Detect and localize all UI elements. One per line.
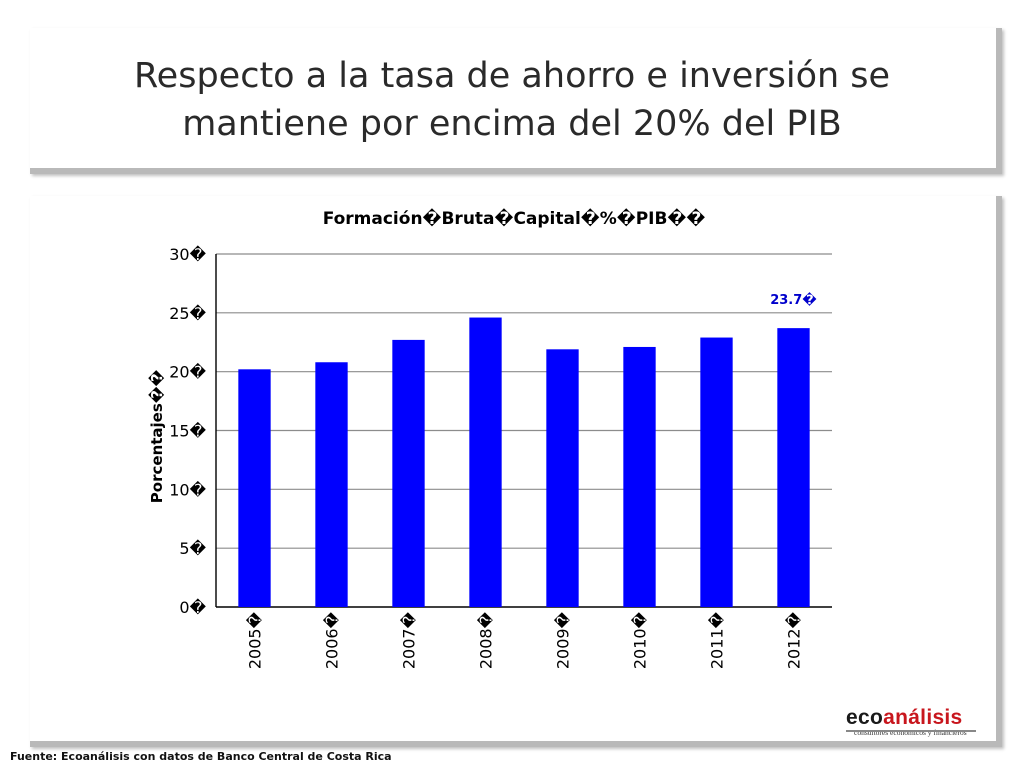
bar-chart: Formación�Bruta�Capital�%�PIB�� 0� 5� 10� 15… [147, 208, 832, 669]
bar-4 [469, 317, 502, 607]
y-tick-label: 25� [169, 304, 206, 323]
bar-6 [623, 346, 656, 607]
x-tick-label: 2009� [554, 611, 573, 669]
bar-5 [546, 349, 579, 607]
y-tick-label: 0� [179, 598, 206, 617]
logo-tagline: consultores económicos y financieros [854, 728, 967, 737]
x-tick-label: 2011� [708, 611, 727, 669]
y-axis-label: Porcentajes�� [147, 370, 166, 504]
logo-underline [846, 730, 976, 732]
source-note: Fuente: Ecoanálisis con datos de Banco C… [10, 750, 392, 763]
y-tick-label: 30� [169, 245, 206, 264]
y-tick-label: 5� [179, 539, 206, 558]
slide-title-line-2: mantiene por encima del 20% del PIB [182, 104, 842, 144]
bar-2 [315, 362, 348, 607]
y-tick-label: 20� [169, 363, 206, 382]
data-label: 23.7� [770, 292, 817, 308]
bar-3 [392, 339, 425, 607]
x-tick-label: 2007� [400, 611, 419, 669]
logo-eco: eco [846, 706, 884, 729]
chart-title: Formación�Bruta�Capital�%�PIB�� [323, 208, 706, 229]
title-panel [30, 28, 1002, 174]
x-tick-label: 2012� [785, 611, 804, 669]
logo-analisis: análisis [883, 706, 963, 729]
bar-7 [700, 337, 733, 607]
slide-title-line-1: Respecto a la tasa de ahorro e inversión… [133, 56, 891, 96]
x-tick-label: 2006� [323, 611, 342, 669]
slide-title: Respecto a la tasa de ahorro e inversión… [0, 52, 1024, 148]
logo-wordmark: ecoanálisis [846, 706, 978, 730]
x-tick-label: 2005� [246, 611, 265, 669]
y-tick-label: 10� [169, 480, 206, 499]
bar-8 [777, 328, 810, 607]
x-tick-label: 2010� [631, 611, 650, 669]
chart-panel: Formación�Bruta�Capital�%�PIB�� 0� 5� 10� 15… [30, 196, 1002, 747]
bar-1 [238, 369, 271, 607]
y-tick-label: 15� [169, 422, 206, 441]
ecoanalisis-logo: ecoanálisis consultores económicos y fin… [846, 706, 978, 742]
x-tick-label: 2008� [477, 611, 496, 669]
